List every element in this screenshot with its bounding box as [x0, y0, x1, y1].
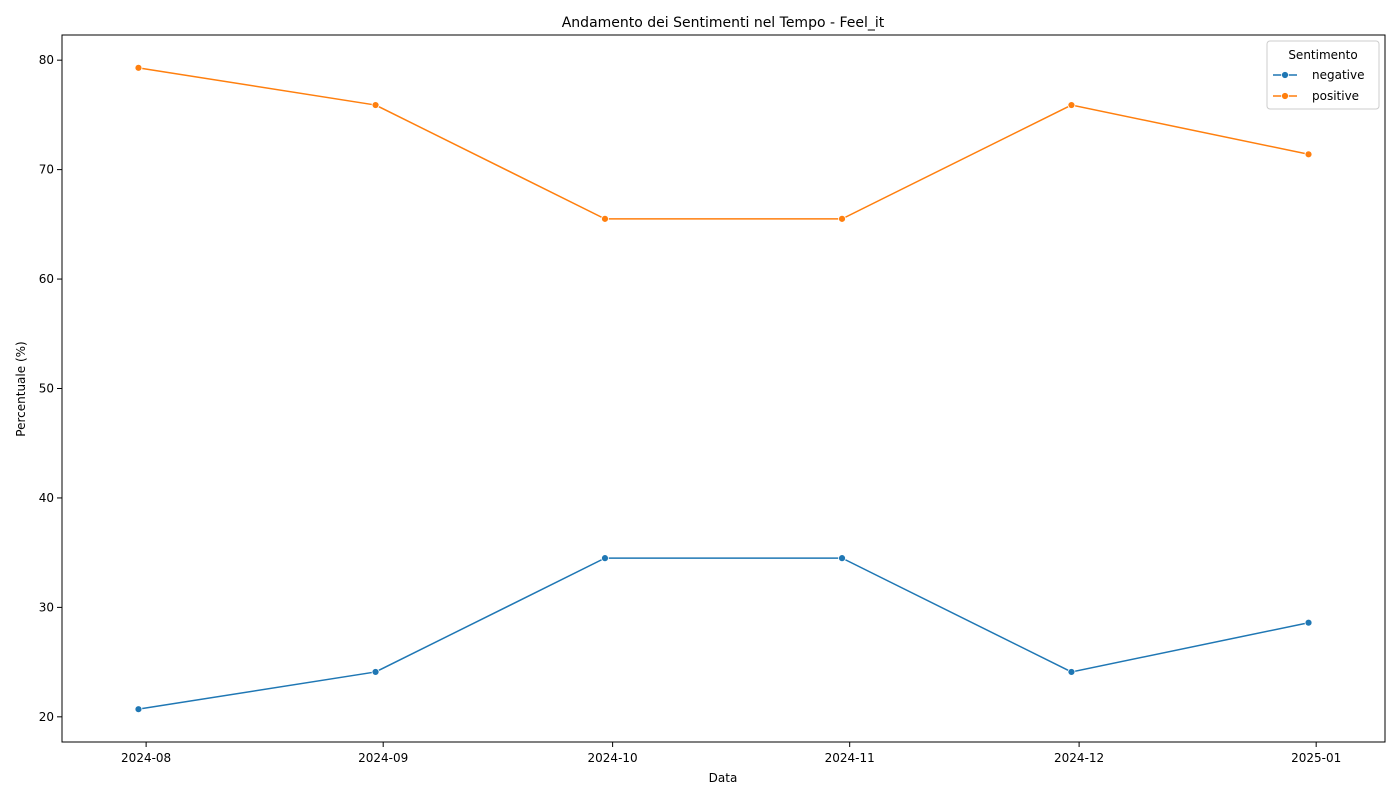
- series-negative: [134, 554, 1313, 714]
- data-point-negative: [371, 668, 380, 676]
- chart-title: Andamento dei Sentimenti nel Tempo - Fee…: [562, 15, 885, 31]
- data-point-positive: [134, 63, 143, 72]
- y-tick-label: 50: [39, 382, 54, 396]
- x-tick-label: 2024-09: [358, 751, 408, 765]
- data-point-negative: [838, 554, 846, 563]
- x-axis-ticks: 2024-08 2024-09 2024-10 2024-11 2024-12 2025-…: [121, 742, 1341, 765]
- legend-label-negative: negative: [1312, 68, 1364, 82]
- data-point-positive: [371, 101, 380, 109]
- x-tick-label: 2024-08: [121, 751, 171, 765]
- legend-title: Sentimento: [1288, 48, 1357, 62]
- data-point-negative: [134, 705, 143, 714]
- legend-marker-positive: [1281, 92, 1289, 100]
- y-tick-label: 60: [39, 272, 54, 286]
- series-line-positive: [138, 67, 1309, 220]
- series-layer: [134, 63, 1313, 714]
- data-point-negative: [1067, 668, 1076, 676]
- legend-items: negative positive: [1273, 68, 1364, 103]
- data-point-positive: [1304, 150, 1313, 159]
- y-axis-label: Percentuale (%): [14, 341, 28, 436]
- data-point-positive: [601, 214, 609, 223]
- legend-box: [1266, 40, 1380, 110]
- plot-frame: [61, 34, 1386, 743]
- x-tick-label: 2024-12: [1054, 751, 1104, 765]
- data-point-positive: [1067, 101, 1076, 109]
- x-tick-label: 2025-01: [1291, 751, 1341, 765]
- x-axis-label: Data: [709, 771, 738, 785]
- series-line-negative: [138, 557, 1309, 710]
- y-axis-ticks: 20 30 40 50 60 70 80: [39, 53, 62, 724]
- legend-label-positive: positive: [1312, 89, 1359, 103]
- y-tick-label: 20: [39, 710, 54, 724]
- series-positive: [134, 63, 1313, 223]
- data-point-negative: [1304, 618, 1313, 627]
- data-point-positive: [838, 214, 846, 223]
- legend-marker-negative: [1281, 71, 1289, 79]
- y-tick-label: 40: [39, 491, 54, 505]
- y-tick-label: 80: [39, 53, 54, 67]
- x-tick-label: 2024-11: [825, 751, 875, 765]
- legend: Sentimento negative positive: [1266, 40, 1380, 110]
- y-tick-label: 30: [39, 600, 54, 614]
- data-point-negative: [601, 554, 609, 563]
- x-tick-label: 2024-10: [588, 751, 638, 765]
- y-tick-label: 70: [39, 163, 54, 177]
